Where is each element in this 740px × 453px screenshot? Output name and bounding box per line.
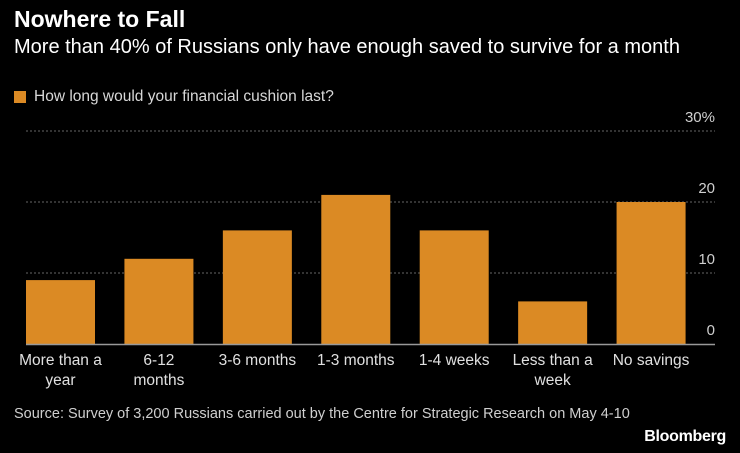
y-tick-label: 0 [707, 322, 715, 339]
legend-label: How long would your financial cushion la… [34, 88, 334, 105]
x-tick-label: More than a [19, 352, 102, 369]
y-tick-label: 20 [698, 180, 715, 197]
x-tick-label: 3-6 months [219, 352, 297, 369]
bar [518, 301, 588, 344]
bloomberg-logo: Bloomberg [644, 428, 726, 445]
legend: How long would your financial cushion la… [14, 88, 334, 106]
bar [124, 258, 194, 344]
y-tick-label: 30% [685, 109, 715, 126]
legend-swatch [14, 91, 26, 103]
x-tick-label: Less than a [513, 352, 594, 369]
source-note: Source: Survey of 3,200 Russians carried… [14, 406, 630, 422]
x-tick-label: year [45, 372, 75, 389]
x-tick-label: No savings [613, 352, 690, 369]
x-tick-label: months [134, 372, 185, 389]
bar [26, 280, 95, 344]
bar [222, 230, 292, 344]
x-tick-label: 1-3 months [317, 352, 395, 369]
bar [419, 230, 489, 344]
bar [616, 202, 686, 344]
y-tick-label: 10 [698, 251, 715, 268]
x-tick-label: week [534, 372, 571, 389]
x-tick-label: 6-12 [143, 352, 174, 369]
x-tick-label: 1-4 weeks [419, 352, 490, 369]
chart-subtitle: More than 40% of Russians only have enou… [14, 36, 680, 58]
chart-title: Nowhere to Fall [14, 6, 186, 32]
bar [321, 194, 391, 344]
